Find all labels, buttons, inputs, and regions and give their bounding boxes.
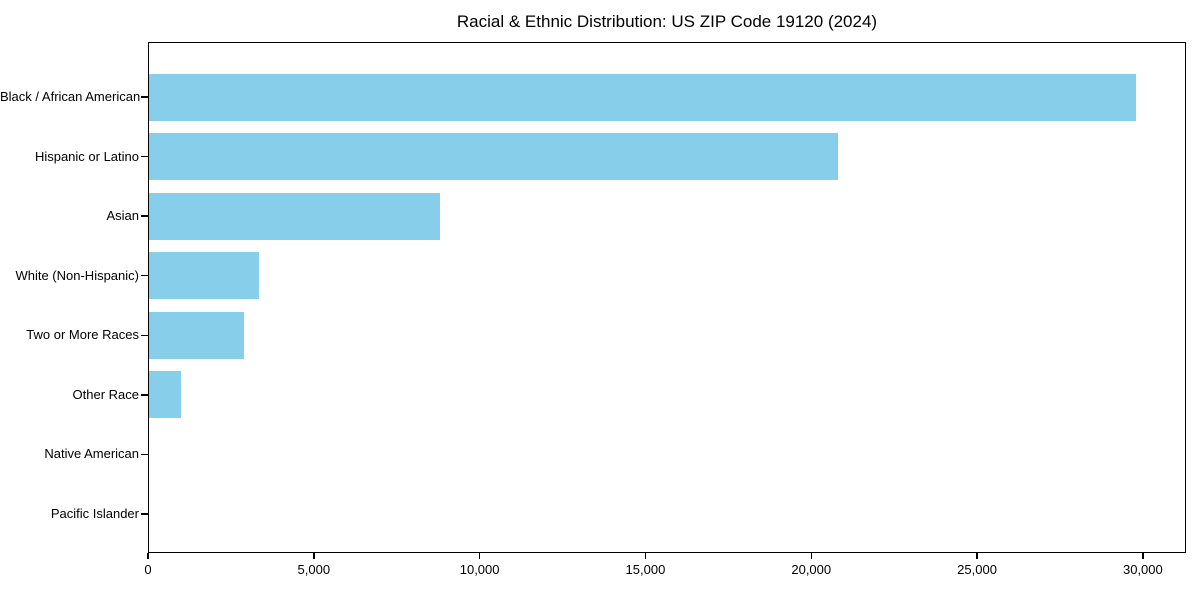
y-tick-label: Other Race [72, 386, 139, 402]
bar [148, 73, 1137, 121]
bar [148, 133, 838, 181]
x-tick-label: 25,000 [957, 562, 997, 577]
x-tick-mark [810, 553, 812, 559]
y-tick-label: Asian [106, 208, 139, 224]
x-tick-mark [147, 553, 149, 559]
x-tick-mark [478, 553, 481, 559]
bar [148, 311, 245, 359]
y-tick-label: Black / African American [0, 89, 141, 104]
x-tick-label: 20,000 [791, 562, 832, 577]
y-tick-label: Hispanic or Latino [34, 148, 139, 164]
chart-title: Racial & Ethnic Distribution: US ZIP Cod… [456, 12, 878, 31]
bar [148, 371, 182, 419]
y-tick-mark [141, 453, 148, 456]
y-tick-mark [141, 96, 148, 98]
y-tick-mark [141, 274, 148, 277]
x-tick-label: 15,000 [625, 562, 666, 577]
x-tick-mark [313, 553, 315, 559]
y-tick-mark [141, 215, 148, 217]
x-tick-mark [1142, 553, 1144, 559]
y-tick-mark [141, 155, 148, 158]
bar [148, 192, 440, 240]
x-tick-label: 10,000 [459, 562, 500, 577]
x-tick-label: 30,000 [1122, 562, 1163, 577]
y-tick-label: Two or More Races [26, 327, 139, 343]
y-tick-mark [141, 334, 148, 337]
y-tick-mark [141, 394, 148, 396]
y-tick-mark [141, 513, 148, 515]
y-tick-label: Native American [44, 446, 139, 462]
x-tick-mark [976, 553, 978, 559]
x-tick-label: 5,000 [297, 562, 331, 577]
x-tick-mark [644, 553, 647, 559]
y-tick-label: Pacific Islander [50, 505, 139, 521]
y-tick-label: White (Non-Hispanic) [15, 267, 139, 283]
bar [148, 252, 260, 300]
x-tick-label: 0 [144, 562, 152, 577]
